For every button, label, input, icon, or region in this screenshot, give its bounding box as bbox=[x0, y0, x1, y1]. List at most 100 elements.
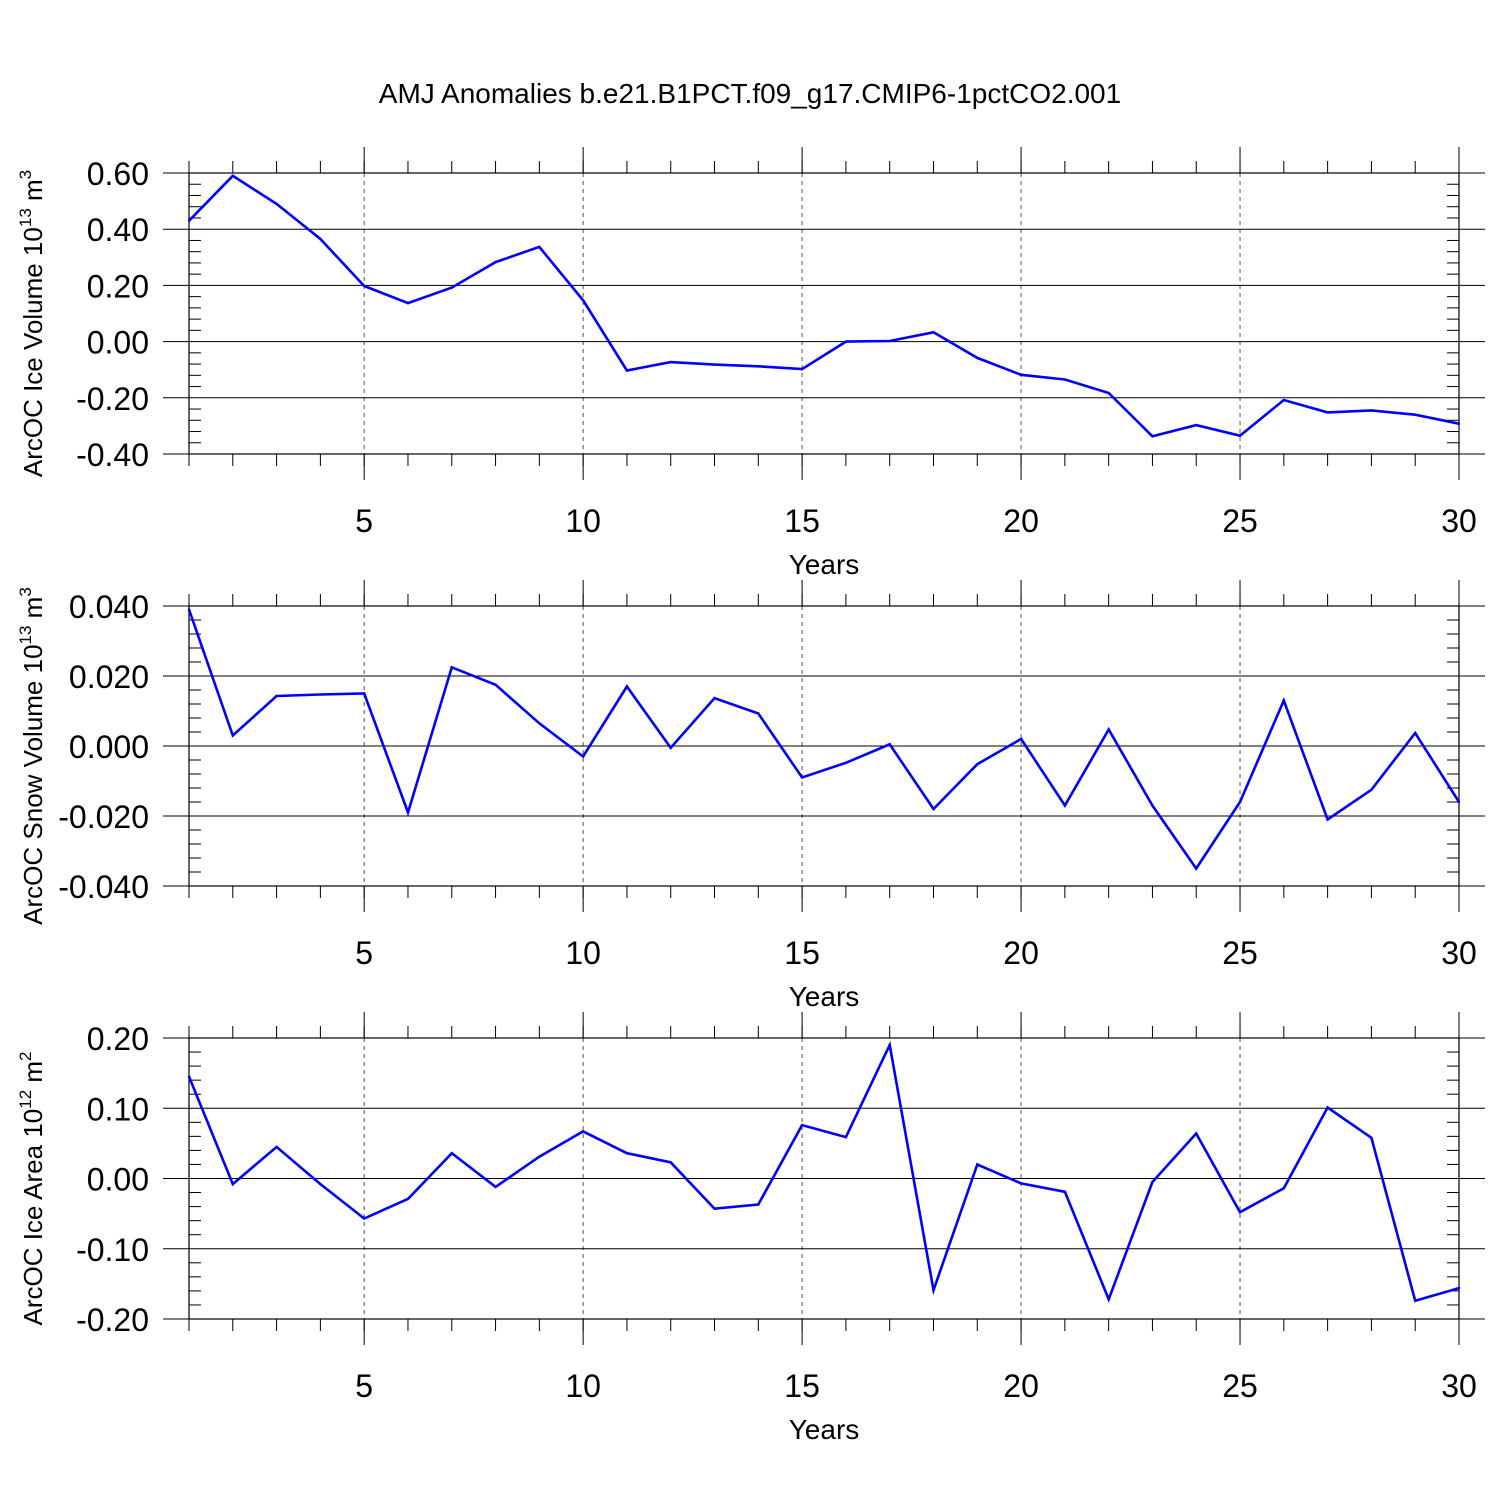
x-tick-label: 20 bbox=[1003, 1368, 1039, 1404]
series-line bbox=[188, 174, 1460, 438]
data-point bbox=[976, 356, 979, 360]
y-tick-label: 0.040 bbox=[69, 589, 149, 625]
data-point bbox=[625, 685, 629, 688]
data-point bbox=[187, 1075, 191, 1078]
y-tick-label: -0.10 bbox=[76, 1232, 149, 1268]
data-point bbox=[1019, 737, 1023, 741]
data-point bbox=[275, 202, 278, 206]
data-point bbox=[844, 1135, 848, 1139]
data-point bbox=[888, 1043, 891, 1047]
data-point bbox=[932, 331, 935, 334]
data-point bbox=[538, 722, 541, 725]
data-point bbox=[1019, 1182, 1023, 1185]
x-tick-label: 20 bbox=[1003, 935, 1039, 971]
data-point bbox=[406, 301, 410, 305]
data-point bbox=[538, 1155, 541, 1158]
data-point bbox=[1063, 1190, 1067, 1194]
y-tick-label: -0.40 bbox=[76, 437, 149, 473]
data-point bbox=[1457, 1286, 1461, 1290]
data-point bbox=[800, 1123, 804, 1127]
data-point bbox=[844, 340, 848, 343]
y-tick-label: -0.20 bbox=[76, 381, 149, 417]
y-axis-label: ArcOC Ice Area 1012 m2 bbox=[16, 1051, 48, 1325]
data-point bbox=[1370, 409, 1373, 412]
y-tick-label: 0.00 bbox=[87, 1162, 149, 1198]
data-point bbox=[976, 1163, 979, 1166]
y-axis-label-unit: m bbox=[18, 179, 48, 208]
data-point bbox=[713, 363, 716, 366]
data-point bbox=[275, 1145, 278, 1149]
x-tick-label: 10 bbox=[565, 503, 601, 539]
x-axis-label: Years bbox=[789, 1414, 860, 1445]
x-axis-label: Years bbox=[789, 981, 860, 1012]
y-tick-label: 0.40 bbox=[87, 212, 149, 248]
data-point bbox=[1107, 391, 1110, 395]
y-axis-label-unit: m bbox=[18, 597, 48, 626]
data-point bbox=[757, 1203, 760, 1206]
y-axis-label-main: ArcOC Snow Volume 10 bbox=[18, 644, 48, 924]
plot-frame bbox=[188, 172, 1460, 455]
data-point bbox=[1414, 413, 1417, 416]
y-axis-label-sup: 13 bbox=[16, 626, 35, 645]
data-point bbox=[450, 1152, 453, 1155]
data-point bbox=[1414, 731, 1417, 735]
x-tick-label: 30 bbox=[1441, 503, 1477, 539]
data-point bbox=[1151, 1180, 1154, 1184]
data-point bbox=[1151, 435, 1154, 438]
x-tick-label: 5 bbox=[355, 503, 373, 539]
data-point bbox=[1326, 1106, 1329, 1109]
data-point bbox=[319, 237, 322, 241]
y-axis-label-sup: 12 bbox=[16, 1090, 35, 1109]
data-point bbox=[1457, 800, 1461, 804]
y-tick-label: 0.000 bbox=[69, 729, 149, 765]
data-point bbox=[494, 683, 497, 686]
data-point bbox=[1195, 423, 1198, 427]
data-point bbox=[669, 746, 672, 749]
x-tick-label: 25 bbox=[1222, 503, 1258, 539]
data-point bbox=[888, 743, 891, 746]
data-point bbox=[800, 776, 804, 779]
y-tick-label: 0.020 bbox=[69, 659, 149, 695]
y-axis-label-sup: 13 bbox=[16, 208, 35, 227]
data-point bbox=[757, 712, 760, 715]
data-point bbox=[1282, 1187, 1286, 1190]
data-point bbox=[1063, 804, 1067, 807]
data-point bbox=[1326, 818, 1329, 821]
data-point bbox=[1282, 699, 1286, 702]
data-point bbox=[1370, 788, 1373, 791]
data-point bbox=[494, 260, 497, 264]
y-tick-label: -0.040 bbox=[58, 869, 149, 905]
data-point bbox=[319, 1182, 322, 1186]
data-point bbox=[844, 761, 848, 764]
data-point bbox=[187, 219, 191, 222]
panel-1: -0.40 -0.20 0.00 0.20 0.40 0.60 5 10 15 20 25 30 Yea… bbox=[16, 147, 1485, 580]
data-point bbox=[319, 693, 322, 696]
data-point bbox=[275, 694, 278, 698]
data-point bbox=[1282, 398, 1286, 402]
data-point bbox=[669, 1161, 672, 1164]
y-axis-label-main: ArcOC Ice Area 10 bbox=[18, 1109, 48, 1326]
y-tick-label: 0.00 bbox=[87, 325, 149, 361]
data-point bbox=[625, 369, 629, 372]
y-tick-label: 0.20 bbox=[87, 1021, 149, 1057]
data-point bbox=[1414, 1299, 1417, 1302]
data-point bbox=[362, 692, 366, 695]
data-point bbox=[231, 1182, 234, 1186]
y-axis-label-unit: m bbox=[18, 1061, 48, 1090]
x-tick-label: 15 bbox=[784, 1368, 820, 1404]
y-tick-label: 0.10 bbox=[87, 1091, 149, 1127]
data-point bbox=[581, 299, 585, 302]
data-point bbox=[932, 807, 935, 811]
x-tick-label: 5 bbox=[355, 935, 373, 971]
data-point bbox=[713, 1207, 716, 1210]
y-axis-label: ArcOC Snow Volume 1013 m3 bbox=[16, 587, 48, 925]
data-point bbox=[888, 339, 891, 343]
y-tick-label: -0.20 bbox=[76, 1302, 149, 1338]
data-point bbox=[1370, 1136, 1373, 1139]
data-point bbox=[1063, 378, 1067, 381]
data-point bbox=[187, 608, 191, 611]
data-point bbox=[1238, 800, 1242, 804]
y-axis-label: ArcOC Ice Volume 1013 m3 bbox=[16, 170, 48, 477]
data-point bbox=[1238, 1211, 1242, 1214]
data-point bbox=[757, 365, 760, 368]
